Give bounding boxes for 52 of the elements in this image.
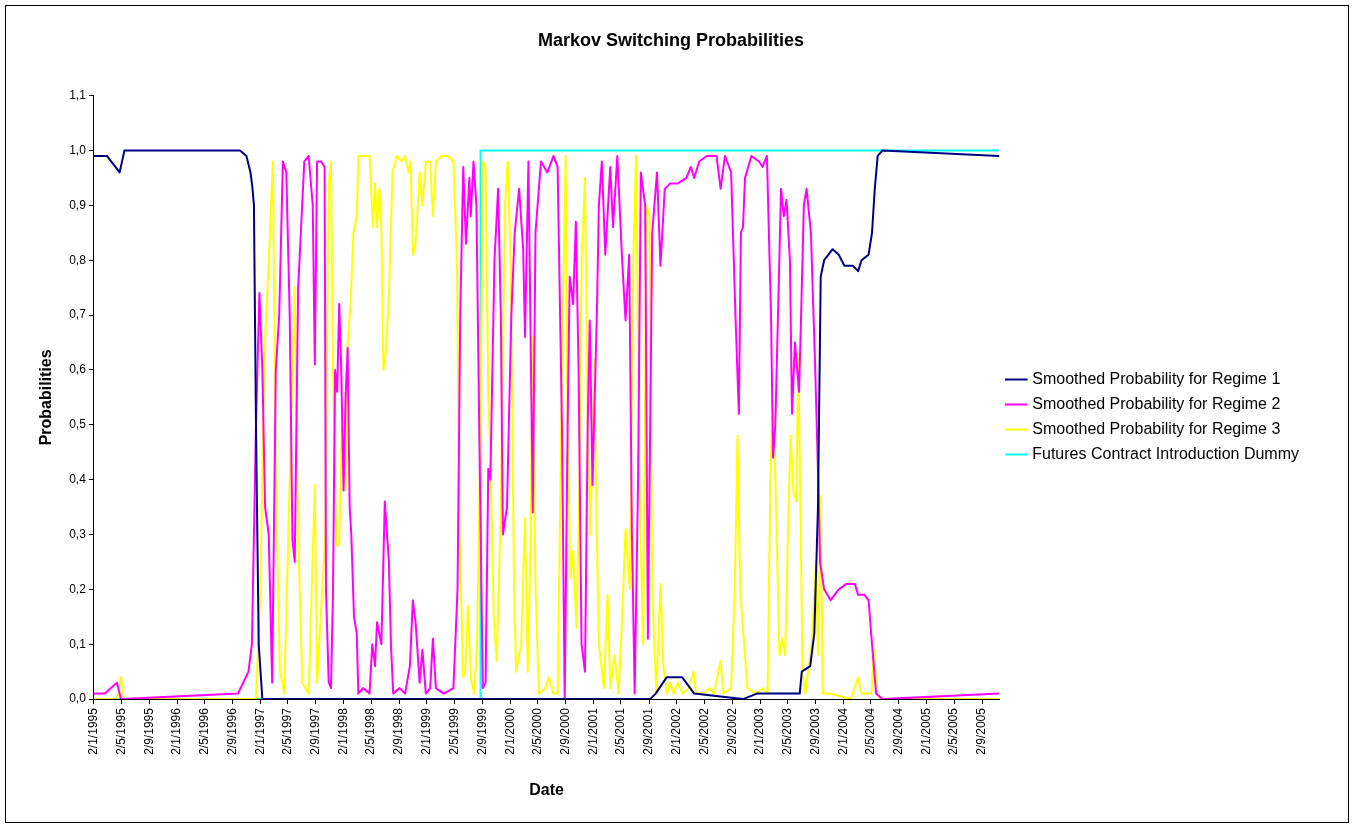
x-tick-label: 2/5/1998 [363,707,378,755]
y-tick-label: 0,1 [69,636,87,651]
y-tick-label: 0,4 [69,471,87,486]
x-tick-label: 2/5/1996 [197,707,211,755]
y-tick-label: 1,0 [69,142,87,157]
x-tick-label: 2/1/2001 [585,707,600,755]
x-tick-label: 2/9/2004 [891,707,906,755]
y-tick-label: 0,6 [69,362,87,377]
x-tick-label: 2/1/1996 [169,707,184,755]
x-tick-label: 2/1/1995 [86,707,101,755]
x-axis-title: Date [529,780,564,798]
x-tick-label: 2/5/2001 [613,707,628,755]
x-tick-label: 2/9/2001 [641,707,656,755]
legend-label: Futures Contract Introduction Dummy [1032,444,1299,462]
x-tick-label: 2/1/1998 [336,707,351,755]
legend-label: Smoothed Probability for Regime 1 [1032,369,1281,387]
x-tick-label: 2/5/2004 [863,707,878,755]
x-tick-label: 2/5/1995 [113,707,128,755]
legend-label: Smoothed Probability for Regime 2 [1032,394,1281,412]
y-tick-label: 0,3 [69,526,87,541]
x-tick-label: 2/9/2005 [974,707,989,755]
y-tick-label: 0,9 [69,197,87,212]
y-tick-label: 0,7 [69,307,87,322]
y-tick-label: 0,5 [69,417,87,432]
y-tick-label: 1,1 [69,87,87,102]
x-tick-label: 2/9/1996 [225,707,240,755]
x-tick-label: 2/1/1999 [419,707,434,755]
chart-title: Markov Switching Probabilities [537,29,805,50]
legend-label: Smoothed Probability for Regime 3 [1032,419,1281,437]
x-tick-label: 2/1/2002 [669,707,684,755]
x-tick-label: 2/9/1995 [141,707,156,755]
x-tick-label: 2/9/1998 [391,707,406,755]
y-tick-label: 0,0 [69,691,87,706]
x-tick-label: 2/5/1999 [446,707,461,755]
x-tick-label: 2/5/2000 [530,707,545,755]
y-tick-label: 0,2 [69,581,87,596]
x-tick-label: 2/1/2003 [752,707,767,755]
x-tick-label: 2/1/2000 [502,707,517,755]
x-tick-label: 2/1/1997 [252,707,267,755]
x-tick-label: 2/9/2002 [724,707,739,755]
x-tick-label: 2/5/1997 [280,707,295,755]
y-tick-label: 0,8 [69,252,87,267]
x-tick-label: 2/1/2005 [919,707,934,755]
y-axis-title: Probabilities [37,349,55,446]
x-tick-label: 2/1/2004 [835,707,850,755]
x-tick-label: 2/9/1997 [308,707,323,755]
x-tick-label: 2/9/2000 [558,707,573,755]
x-tick-label: 2/9/1999 [474,707,489,755]
x-tick-label: 2/9/2003 [807,707,822,755]
x-tick-label: 2/5/2003 [779,707,794,755]
x-tick-label: 2/5/2002 [696,707,711,755]
x-tick-label: 2/5/2005 [946,707,961,755]
